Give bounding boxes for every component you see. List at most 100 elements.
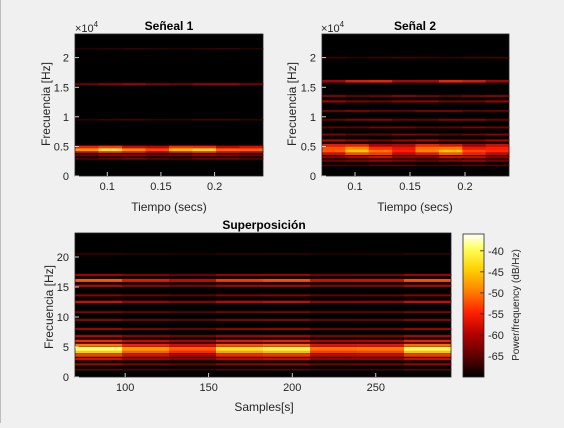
spectral-band: [169, 327, 217, 330]
y-tick-label: 0: [63, 372, 69, 384]
spectral-band: [263, 350, 311, 354]
spectral-band: [368, 155, 393, 159]
spectral-band: [415, 95, 440, 98]
spectral-band: [392, 148, 416, 153]
x-tick-label: 0.15: [150, 181, 171, 193]
spectral-band: [392, 80, 416, 83]
spectral-band: [122, 311, 170, 314]
spectral-band: [216, 147, 240, 152]
spectral-band: [263, 279, 311, 282]
spectral-band: [404, 311, 452, 314]
spectral-band: [192, 119, 217, 121]
spectral-band: [357, 273, 405, 276]
spectral-band: [392, 152, 416, 155]
spectral-band: [438, 56, 463, 59]
x-tick-label: 0.2: [207, 181, 222, 193]
spectral-band: [216, 273, 264, 276]
spectral-band: [368, 118, 393, 121]
spectral-band: [310, 300, 358, 304]
spectral-band: [415, 139, 440, 142]
spectral-band: [462, 148, 487, 153]
spectral-band: [169, 363, 217, 366]
spectral-band: [216, 339, 264, 343]
spectral-band: [415, 118, 440, 121]
spectral-band: [392, 118, 416, 121]
spectral-bands: [75, 48, 264, 160]
spectral-band: [415, 164, 440, 167]
spectral-band: [404, 357, 452, 361]
spectral-band: [263, 300, 311, 304]
spectral-band: [169, 154, 193, 157]
spectral-band: [415, 155, 440, 159]
y-tick-label: 20: [57, 252, 69, 264]
spectral-band: [169, 339, 217, 343]
spectral-band: [263, 339, 311, 343]
colorbar-tick-label: -65: [488, 351, 504, 363]
spectral-band: [485, 118, 510, 121]
spectral-band: [192, 154, 217, 157]
spectral-band: [122, 145, 146, 149]
spectral-band: [169, 150, 193, 153]
x-axis-label: Tiempo (secs): [377, 200, 453, 214]
spectral-band: [368, 100, 393, 103]
spectral-band: [122, 119, 146, 121]
spectral-band: [75, 357, 123, 361]
spectral-band: [216, 48, 240, 50]
spectral-band: [169, 354, 217, 357]
spectral-band: [122, 273, 170, 276]
spectral-band: [310, 335, 358, 338]
exponent-label: ×104: [321, 20, 345, 35]
spectral-band: [485, 143, 510, 147]
spectral-band: [392, 139, 416, 142]
spectral-band: [239, 154, 264, 157]
spectral-band: [145, 48, 170, 50]
spectral-band: [122, 319, 170, 321]
y-tick-label: 0.5: [301, 141, 316, 153]
axes-title: Señeal 1: [145, 19, 194, 33]
spectral-band: [263, 319, 311, 321]
spectral-band: [462, 126, 487, 129]
spectral-band: [357, 253, 405, 255]
spectral-band: [345, 56, 370, 59]
spectral-band: [357, 294, 405, 297]
spectral-band: [216, 354, 264, 357]
spectral-band: [122, 300, 170, 304]
spectral-band: [216, 346, 264, 351]
spectral-band: [415, 126, 440, 129]
spectral-band: [310, 284, 358, 287]
spectral-band: [404, 339, 452, 343]
spectral-band: [310, 279, 358, 282]
spectral-band: [216, 253, 264, 255]
spectral-band: [169, 147, 193, 152]
spectral-band: [392, 110, 416, 112]
spectral-band: [404, 346, 452, 351]
spectral-band: [415, 152, 440, 155]
spectral-band: [145, 157, 170, 160]
y-axis-label: Frecuencia [Hz]: [39, 62, 53, 146]
spectral-band: [145, 145, 170, 149]
axes-superposicion: Superposición Frecuencia [Hz] Samples[s]…: [42, 218, 452, 414]
spectral-band: [122, 368, 170, 371]
spectral-band: [75, 335, 123, 338]
spectral-band: [357, 346, 405, 351]
spectral-band: [145, 154, 170, 157]
spectral-band: [263, 343, 311, 347]
spectral-band: [357, 279, 405, 282]
spectral-band: [145, 150, 170, 153]
spectral-band: [438, 95, 463, 98]
spectral-band: [392, 164, 416, 167]
spectral-band: [357, 354, 405, 357]
spectral-band: [75, 147, 99, 152]
spectral-band: [263, 357, 311, 361]
spectral-band: [462, 133, 487, 136]
spectral-band: [392, 126, 416, 129]
spectral-band: [122, 150, 146, 153]
spectral-band: [122, 294, 170, 297]
spectral-band: [192, 48, 217, 50]
spectral-band: [75, 253, 123, 255]
spectral-band: [216, 279, 264, 282]
spectral-bands: [322, 56, 510, 167]
spectral-band: [368, 56, 393, 59]
axes-title: Señal 2: [394, 19, 436, 33]
